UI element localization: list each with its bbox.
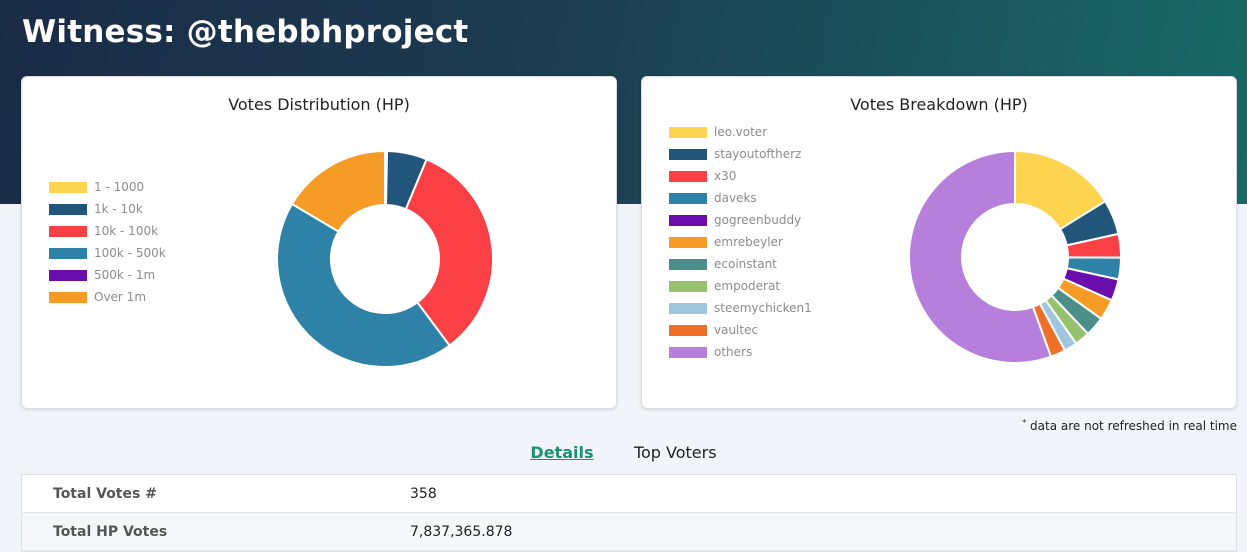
legend-item-ecoinstant[interactable]: ecoinstant [669, 253, 812, 275]
legend-swatch [669, 170, 707, 182]
legend-label: 1k - 10k [94, 202, 143, 216]
legend-label: Over 1m [94, 290, 147, 304]
note-marker: * [1022, 418, 1027, 427]
legend-label: ecoinstant [714, 257, 777, 271]
legend-label: emrebeyler [714, 235, 783, 249]
legend-swatch [49, 203, 87, 215]
legend-label: others [714, 345, 753, 359]
votes-breakdown-card: Votes Breakdown (HP) leo.voter stayoutoft… [641, 76, 1237, 409]
votes-distribution-donut [276, 149, 494, 368]
table-row: Total HP Votes 7,837,365.878 [22, 513, 1236, 551]
slice-others[interactable] [908, 149, 1053, 364]
legend-item-100k-500k[interactable]: 100k - 500k [49, 242, 166, 264]
legend-item-empoderat[interactable]: empoderat [669, 275, 812, 297]
row-value: 7,837,365.878 [410, 523, 513, 540]
legend-item-stayoutoftherz[interactable]: stayoutoftherz [669, 143, 812, 165]
legend-label: vaultec [714, 323, 759, 337]
page-title: Witness: @thebbhproject [22, 14, 469, 50]
votes-distribution-legend: 1 - 1000 1k - 10k 10k - 100k 100k - 500k 500… [49, 176, 166, 308]
legend-item-others[interactable]: others [669, 341, 812, 363]
tab-top-voters[interactable]: Top Voters [633, 443, 717, 462]
legend-item-daveks[interactable]: daveks [669, 187, 812, 209]
slice-100k-500k[interactable] [276, 202, 451, 368]
legend-label: 100k - 500k [94, 246, 166, 260]
legend-label: gogreenbuddy [714, 213, 802, 227]
legend-swatch [669, 280, 707, 292]
legend-item-leo-voter[interactable]: leo.voter [669, 121, 812, 143]
legend-swatch [669, 148, 707, 160]
legend-swatch [49, 269, 87, 281]
legend-item-steemychicken1[interactable]: steemychicken1 [669, 297, 812, 319]
note-text: data are not refreshed in real time [1026, 419, 1237, 433]
legend-label: empoderat [714, 279, 781, 293]
details-tabs: Details Top Voters [0, 443, 1247, 463]
legend-item-1k-10k[interactable]: 1k - 10k [49, 198, 166, 220]
legend-swatch [49, 225, 87, 237]
legend-label: x30 [714, 169, 737, 183]
votes-distribution-title: Votes Distribution (HP) [228, 95, 410, 114]
votes-distribution-card: Votes Distribution (HP) 1 - 1000 1k - 10k… [21, 76, 617, 409]
tab-details[interactable]: Details [530, 443, 594, 462]
legend-swatch [669, 258, 707, 270]
legend-swatch [669, 192, 707, 204]
legend-item-emrebeyler[interactable]: emrebeyler [669, 231, 812, 253]
votes-breakdown-title: Votes Breakdown (HP) [850, 95, 1028, 114]
legend-swatch [669, 214, 707, 226]
legend-label: 500k - 1m [94, 268, 156, 282]
votes-breakdown-donut [908, 149, 1123, 364]
row-key: Total Votes # [53, 485, 157, 502]
refresh-note: * data are not refreshed in real time [1022, 418, 1237, 433]
legend-item-vaultec[interactable]: vaultec [669, 319, 812, 341]
row-key: Total HP Votes [53, 523, 168, 540]
table-row: Total Votes # 358 [22, 475, 1236, 513]
legend-swatch [669, 126, 707, 138]
slice-10k-100k[interactable] [404, 158, 494, 347]
legend-label: 1 - 1000 [94, 180, 145, 194]
legend-item-10k-100k[interactable]: 10k - 100k [49, 220, 166, 242]
legend-item-1-1000[interactable]: 1 - 1000 [49, 176, 166, 198]
legend-label: 10k - 100k [94, 224, 159, 238]
legend-item-500k-1m[interactable]: 500k - 1m [49, 264, 166, 286]
row-value: 358 [410, 485, 437, 502]
legend-label: steemychicken1 [714, 301, 812, 315]
legend-label: leo.voter [714, 125, 768, 139]
details-table: Total Votes # 358 Total HP Votes 7,837,3… [21, 474, 1237, 552]
legend-swatch [669, 236, 707, 248]
legend-swatch [669, 324, 707, 336]
legend-swatch [669, 346, 707, 358]
legend-swatch [49, 247, 87, 259]
legend-label: stayoutoftherz [714, 147, 802, 161]
legend-item-gogreenbuddy[interactable]: gogreenbuddy [669, 209, 812, 231]
legend-swatch [49, 181, 87, 193]
legend-item-x30[interactable]: x30 [669, 165, 812, 187]
votes-breakdown-legend: leo.voter stayoutoftherz x30 daveks gogreenb… [669, 121, 812, 363]
legend-swatch [49, 291, 87, 303]
legend-swatch [669, 302, 707, 314]
legend-item-over-1m[interactable]: Over 1m [49, 286, 166, 308]
legend-label: daveks [714, 191, 757, 205]
slice-over-1m[interactable] [290, 149, 386, 233]
